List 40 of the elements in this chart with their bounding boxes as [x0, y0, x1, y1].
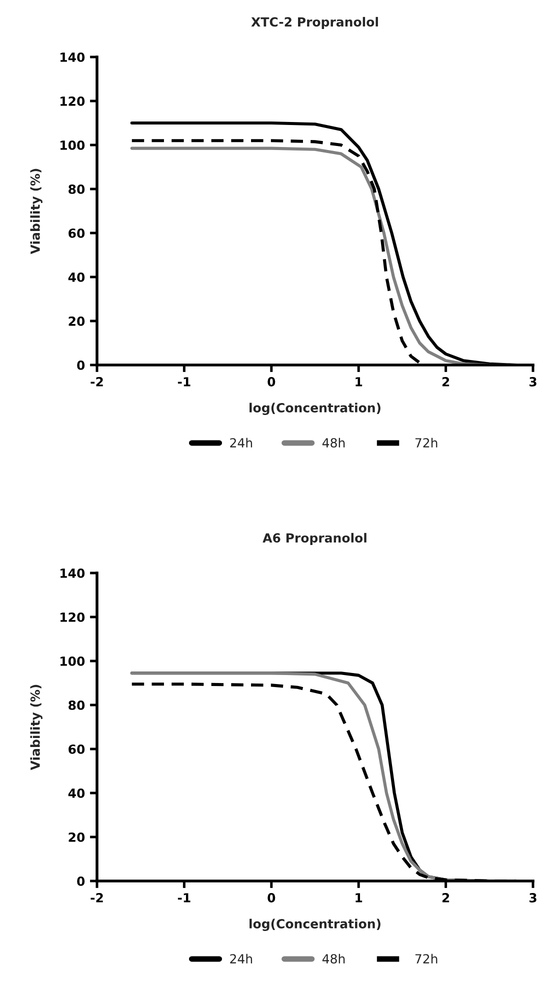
y-tick-label: 100 [60, 140, 85, 150]
y-tick-label: 100 [60, 656, 85, 666]
x-tick-label: 0 [268, 893, 276, 902]
y-tick-label: 140 [60, 568, 85, 578]
y-tick-label: 40 [68, 788, 85, 798]
y-tick-label: 0 [77, 360, 85, 370]
x-tick-label: -1 [178, 377, 190, 386]
x-tick-label: 0 [268, 377, 276, 386]
x-tick-label: -2 [90, 893, 103, 902]
x-axis-title: log(Concentration) [250, 918, 380, 931]
legend-label: 48h [322, 954, 345, 964]
x-tick-label: 3 [529, 377, 536, 386]
chart-title: XTC-2 Propranolol [251, 16, 378, 30]
y-tick-label: 60 [68, 228, 85, 238]
y-axis-title: Viability (%) [30, 168, 42, 254]
y-tick-label: 80 [68, 184, 85, 194]
x-tick-label: 2 [442, 893, 450, 902]
x-tick-label: -1 [178, 893, 190, 902]
x-tick-label: -2 [90, 377, 103, 386]
legend-label: 72h [415, 954, 438, 964]
y-tick-label: 20 [68, 832, 85, 842]
x-tick-label: 1 [356, 893, 362, 902]
y-tick-label: 80 [68, 700, 85, 710]
legend-label: 24h [230, 438, 252, 448]
x-axis-title: log(Concentration) [250, 402, 380, 415]
y-tick-label: 0 [77, 876, 85, 886]
x-tick-label: 2 [442, 377, 450, 386]
legend-label: 48h [322, 438, 345, 448]
y-tick-label: 140 [60, 52, 85, 62]
x-tick-label: 1 [356, 377, 362, 386]
y-tick-label: 40 [68, 272, 85, 282]
x-tick-label: 3 [529, 893, 536, 902]
y-tick-label: 60 [68, 744, 85, 754]
y-axis-title: Viability (%) [30, 684, 42, 770]
y-tick-label: 120 [60, 96, 85, 106]
y-tick-label: 120 [60, 612, 85, 622]
y-tick-label: 20 [68, 316, 85, 326]
legend-label: 24h [230, 954, 252, 964]
chart-title: A6 Propranolol [262, 532, 366, 546]
legend-label: 72h [415, 438, 438, 448]
